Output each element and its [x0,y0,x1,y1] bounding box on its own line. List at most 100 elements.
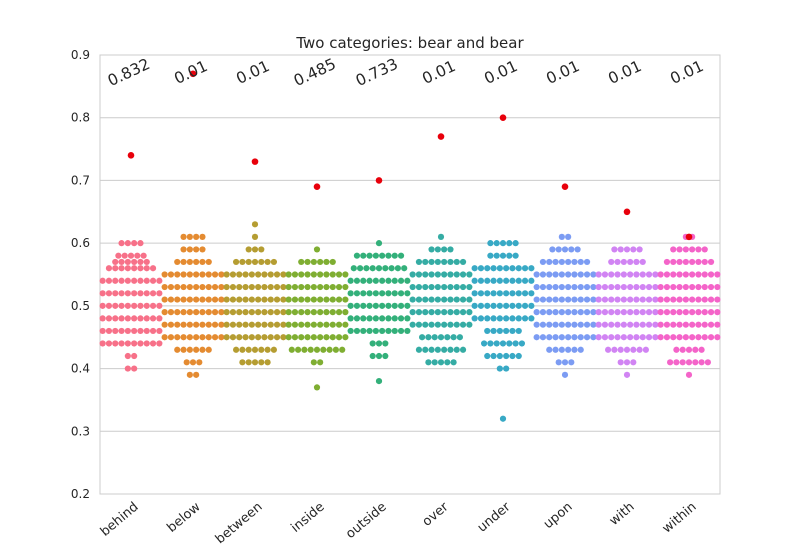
data-point [323,296,330,303]
data-points [99,221,721,422]
x-tick-label: inside [288,500,327,536]
data-point [391,315,398,322]
data-point [539,334,547,341]
data-point [546,283,553,291]
data-point [223,271,230,278]
data-point [375,240,383,247]
data-point [137,315,144,322]
data-point [397,327,405,335]
data-point [342,309,349,316]
data-point [490,265,497,272]
data-point [211,271,219,278]
data-point [245,258,252,266]
data-point [577,309,584,316]
data-point [248,321,255,328]
data-point [561,359,569,366]
data-point [571,283,578,291]
data-point [193,233,200,240]
data-point [459,296,467,303]
data-point [565,283,572,291]
data-point [614,258,621,266]
data-point [689,246,696,253]
data-point [444,359,451,366]
data-point [552,334,559,341]
data-point [676,258,683,266]
data-point [379,252,386,259]
y-axis: 0.2 0.3 0.4 0.5 0.6 0.7 0.8 0.9 [71,48,90,501]
data-point [546,271,553,278]
data-point [186,309,193,316]
data-point [663,258,671,266]
data-point [199,296,206,303]
data-point [347,290,354,297]
data-point [372,327,379,335]
data-point [186,296,193,303]
data-point [118,315,125,322]
data-point [518,340,526,347]
data-point [682,309,689,316]
data-point [590,271,597,278]
data-point [295,346,302,353]
data-point [714,283,721,291]
data-point [701,271,708,278]
data-point [437,233,445,240]
data-point [645,321,653,328]
data-point [447,283,454,291]
data-point [689,309,696,316]
data-point [630,359,637,366]
data-point [466,296,473,303]
data-point [313,346,321,353]
data-point [620,283,627,291]
data-point [484,265,491,272]
data-point [298,309,305,316]
data-point [342,321,349,328]
data-point [577,271,584,278]
data-point [441,271,448,278]
data-point [255,321,262,328]
data-point [670,246,677,253]
data-point [539,258,547,266]
data-point [701,258,708,266]
highlight-point [623,208,631,216]
data-point [404,290,411,297]
data-point [574,246,581,253]
data-point [261,309,268,316]
data-point [509,290,516,297]
data-point [180,346,187,353]
data-point [118,277,125,284]
data-point [218,309,225,316]
data-point [676,246,683,253]
data-point [614,309,621,316]
data-point [124,327,131,335]
data-point [161,283,168,291]
data-point [307,346,314,353]
data-point [143,327,150,335]
data-point [174,346,181,353]
data-point [714,321,721,328]
data-point [218,321,225,328]
data-point [434,321,441,328]
data-point [218,296,225,303]
data-point [453,296,460,303]
data-point [645,283,653,291]
data-point [118,327,125,335]
data-point [415,321,423,328]
highlight-point [561,183,569,190]
y-tick-label: 0.7 [71,173,90,187]
data-point [689,271,696,278]
data-point [99,302,106,309]
data-point [453,283,460,291]
data-point [131,265,138,272]
data-point [689,283,696,291]
data-point [503,290,510,297]
data-point [639,334,646,341]
data-point [223,321,230,328]
data-point [317,296,324,303]
data-point [496,365,503,372]
data-point [353,252,361,259]
data-point [437,334,445,341]
data-point [620,309,627,316]
data-point [199,283,206,291]
data-point [298,321,305,328]
data-point [558,334,565,341]
